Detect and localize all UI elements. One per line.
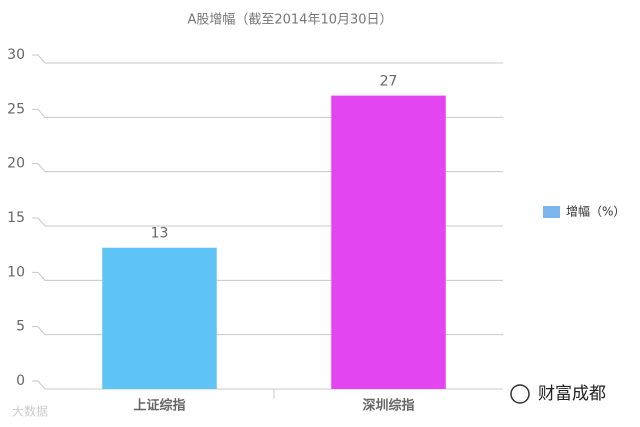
bar [331, 95, 446, 389]
grid-line [32, 54, 503, 64]
x-tick-label: 深圳综指 [362, 398, 414, 414]
legend-swatch [543, 206, 560, 218]
grid-line [32, 163, 503, 173]
y-tick-label: 30 [7, 47, 25, 63]
grid-line [32, 326, 503, 336]
y-tick-label: 20 [7, 156, 25, 172]
y-tick-label: 25 [7, 101, 25, 117]
grid-line [32, 217, 503, 227]
data-label: 13 [151, 226, 169, 242]
legend-label: 增幅（%） [566, 204, 625, 219]
watermark: 财富成都 [538, 384, 606, 404]
x-tick-label: 上证综指 [133, 398, 185, 414]
data-label: 27 [380, 74, 398, 90]
grid-line [32, 271, 503, 281]
y-tick-label: 5 [16, 319, 25, 335]
chart-title: A股增幅（截至2014年10月30日） [187, 13, 392, 28]
watermark-icon [510, 384, 530, 404]
watermark: 大数据 [12, 404, 48, 419]
y-tick-label: 15 [7, 210, 25, 226]
bar [102, 247, 217, 389]
y-tick-label: 10 [7, 264, 25, 280]
grid-line [32, 108, 503, 118]
y-tick-label: 0 [16, 373, 25, 389]
